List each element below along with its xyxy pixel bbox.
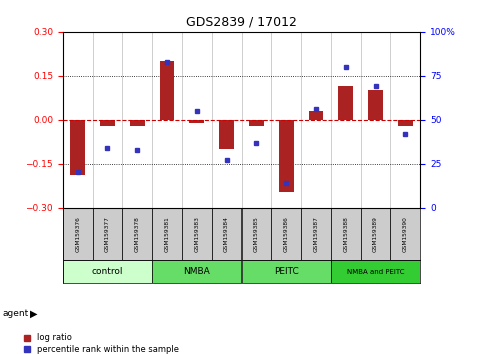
Bar xyxy=(159,61,174,120)
Text: GSM159389: GSM159389 xyxy=(373,216,378,252)
Bar xyxy=(93,208,122,260)
Bar xyxy=(189,120,204,123)
Bar xyxy=(63,208,93,260)
Bar xyxy=(152,208,182,260)
Text: GSM159378: GSM159378 xyxy=(135,216,140,252)
Text: GSM159387: GSM159387 xyxy=(313,216,318,252)
Text: GSM159376: GSM159376 xyxy=(75,216,80,252)
Text: agent: agent xyxy=(2,309,28,318)
Text: ▶: ▶ xyxy=(30,309,38,319)
Bar xyxy=(100,120,115,126)
Text: GSM159390: GSM159390 xyxy=(403,216,408,252)
Bar xyxy=(242,208,271,260)
Text: GSM159385: GSM159385 xyxy=(254,216,259,252)
Bar xyxy=(242,260,331,283)
Bar xyxy=(212,208,242,260)
Text: GSM159388: GSM159388 xyxy=(343,216,348,252)
Bar xyxy=(301,208,331,260)
Bar xyxy=(368,91,383,120)
Bar xyxy=(331,208,361,260)
Bar xyxy=(398,120,413,126)
Bar xyxy=(309,111,324,120)
Legend: log ratio, percentile rank within the sample: log ratio, percentile rank within the sa… xyxy=(24,333,179,354)
Bar xyxy=(390,208,420,260)
Text: GSM159386: GSM159386 xyxy=(284,216,289,252)
Text: GSM159384: GSM159384 xyxy=(224,216,229,252)
Text: GDS2839 / 17012: GDS2839 / 17012 xyxy=(186,16,297,29)
Bar xyxy=(361,208,390,260)
Bar xyxy=(63,260,152,283)
Bar xyxy=(152,260,242,283)
Bar xyxy=(338,86,353,120)
Bar xyxy=(271,208,301,260)
Bar xyxy=(249,120,264,126)
Bar xyxy=(70,120,85,175)
Bar xyxy=(182,208,212,260)
Bar xyxy=(130,120,145,126)
Text: NMBA: NMBA xyxy=(184,267,210,276)
Bar xyxy=(331,260,420,283)
Bar xyxy=(122,208,152,260)
Bar xyxy=(279,120,294,192)
Text: NMBA and PEITC: NMBA and PEITC xyxy=(347,269,404,275)
Text: GSM159383: GSM159383 xyxy=(194,216,199,252)
Text: GSM159377: GSM159377 xyxy=(105,216,110,252)
Bar xyxy=(219,120,234,149)
Text: PEITC: PEITC xyxy=(274,267,298,276)
Text: GSM159381: GSM159381 xyxy=(165,216,170,252)
Text: control: control xyxy=(92,267,123,276)
